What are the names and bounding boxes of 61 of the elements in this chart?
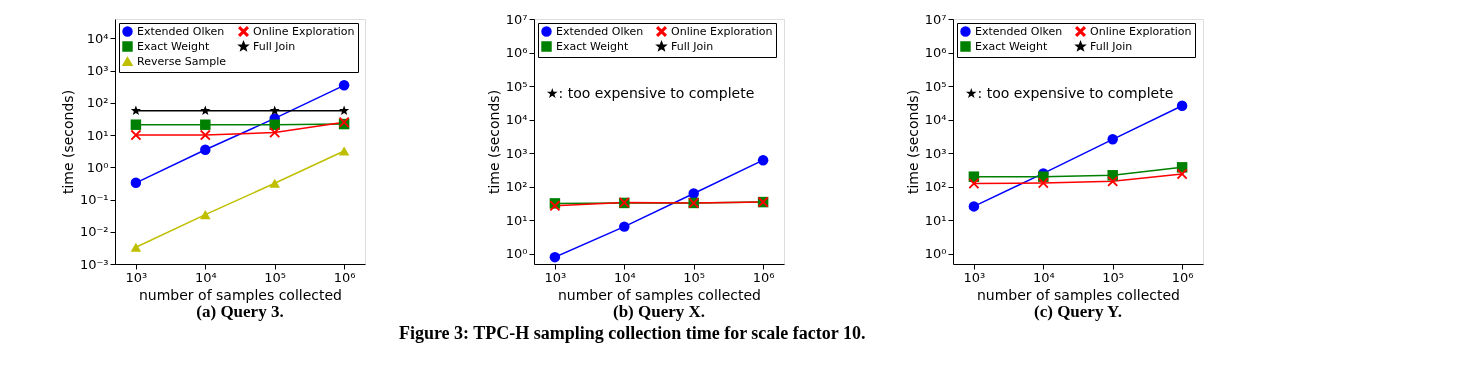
text: (a) Query 3. [196,302,284,321]
x-axis-title: number of samples collected [976,286,1181,303]
y-tick-label: 10⁵ [505,78,528,94]
x-tick-label: 10³ [963,269,986,285]
x-axis-title: number of samples collected [138,286,343,303]
legend-label: Exact Weight [556,39,630,53]
legend-label: Reverse Sample [137,54,227,68]
y-tick-label: 10⁷ [924,11,947,27]
x-tick-label: 10⁵ [264,269,287,285]
y-tick-label: 10⁴ [924,112,947,128]
legend-label: Online Exploration [253,24,355,38]
x-tick-label: 10⁴ [1032,269,1055,285]
y-tick-label: 10⁰ [924,246,947,262]
legend-label: Extended Olken [137,24,225,38]
y-tick-label: 10¹ [505,212,528,228]
y-tick-label: 10⁶ [505,45,528,61]
annotation: ★: too expensive to complete [965,85,1174,101]
x-tick-label: 10³ [544,269,567,285]
y-tick-label: 10⁰ [505,246,528,262]
x-tick-label: 10⁵ [1102,269,1125,285]
y-tick-label: 10⁶ [924,45,947,61]
x-tick-label: 10⁵ [683,269,706,285]
x-tick-label: 10⁴ [613,269,636,285]
text: (b) Query X. [612,302,706,321]
y-tick-label: 10³ [924,145,947,161]
y-tick-label: 10⁰ [86,159,109,175]
y-axis-title: time (seconds) [904,89,921,195]
y-tick-label: 10³ [505,145,528,161]
y-tick-label: 10⁻² [79,224,109,240]
x-tick-label: 10³ [125,269,148,285]
x-axis-title: number of samples collected [557,286,762,303]
x-tick-label: 10⁶ [752,269,775,285]
y-tick-label: 10² [505,179,528,195]
y-tick-label: 10⁷ [505,11,528,27]
y-tick-label: 10¹ [86,127,109,143]
y-axis-title: time (seconds) [59,89,76,195]
legend-label: Online Exploration [1090,24,1192,38]
y-tick-label: 10⁴ [505,112,528,128]
legend-label: Full Join [253,39,296,53]
legend-label: Full Join [671,39,714,53]
legend-label: Exact Weight [137,39,211,53]
y-tick-label: 10¹ [924,212,947,228]
legend-label: Full Join [1090,39,1133,53]
caption: Figure 3: TPC-H sampling collection time for scale factor 10. [398,322,866,343]
x-tick-label: 10⁶ [1171,269,1194,285]
annotation: ★: too expensive to complete [546,85,755,101]
x-tick-label: 10⁴ [194,269,217,285]
y-tick-label: 10³ [86,63,109,79]
y-tick-label: 10⁴ [86,30,109,46]
legend-label: Exact Weight [975,39,1049,53]
y-axis-title: time (seconds) [485,89,502,195]
y-tick-label: 10² [924,179,947,195]
x-tick-label: 10⁶ [333,269,356,285]
legend-label: Extended Olken [556,24,644,38]
text: (c) Query Y. [1034,302,1122,321]
y-tick-label: 10⁻¹ [79,192,109,208]
y-tick-label: 10⁻³ [79,256,109,272]
y-tick-label: 10² [86,95,109,111]
legend-label: Online Exploration [671,24,773,38]
y-tick-label: 10⁵ [924,78,947,94]
legend-label: Extended Olken [975,24,1063,38]
